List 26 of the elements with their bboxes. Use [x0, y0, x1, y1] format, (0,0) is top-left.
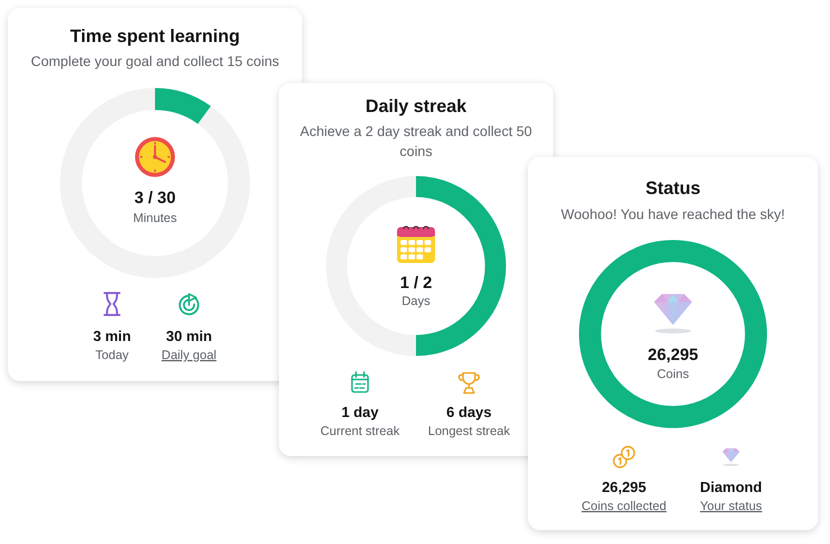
text: 6 days [446, 405, 492, 421]
chart-title: Time spent learning [70, 26, 240, 46]
text: Current streak [320, 424, 400, 438]
text: Your status [700, 499, 762, 513]
text: 3 / 30 [134, 189, 176, 207]
text: Longest streak [428, 424, 511, 438]
chart-subtitle: Complete your goal and collect 15 coins [30, 53, 280, 69]
chart-subtitle: Achieve a 2 day streak and collect 50 coins [300, 123, 532, 159]
text: Coins [657, 367, 689, 381]
text: Daily goal [162, 348, 216, 362]
chart-title: Status [645, 178, 701, 198]
chart-title: Daily streak [365, 96, 468, 116]
text: 26,295 [602, 480, 646, 496]
text: Days [402, 294, 430, 308]
text: 30 min [166, 329, 212, 345]
text: 1 / 2 [400, 274, 432, 292]
text: 26,295 [648, 346, 698, 364]
text: Diamond [700, 480, 762, 496]
chart-subtitle: Woohoo! You have reached the sky! [561, 206, 785, 222]
text: Today [95, 348, 130, 362]
donut-slice [155, 88, 211, 124]
text: Coins collected [582, 499, 666, 513]
text: Minutes [133, 211, 177, 225]
text: 1 day [341, 405, 379, 421]
donut-slice [60, 88, 250, 278]
text: 3 min [93, 329, 131, 345]
